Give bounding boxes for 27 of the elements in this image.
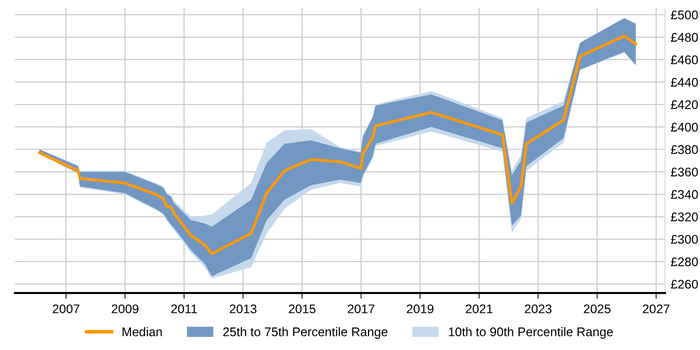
x-tick-label: 2011 [171,304,197,314]
y-tick-label: £360 [670,168,698,176]
x-tick-label: 2023 [524,304,552,314]
x-tick-label: 2007 [52,304,80,314]
y-tick-label: £320 [670,212,698,222]
x-tick-label: 2021 [466,304,492,314]
x-tick-label: 2019 [406,304,434,314]
x-tick-label: 2015 [288,304,316,314]
legend-label: 10th to 90th Percentile Range [448,327,613,339]
y-tick-label: £260 [670,280,698,289]
y-tick-label: £500 [670,10,698,20]
y-tick-label: £460 [670,55,698,64]
legend-label: 25th to 75th Percentile Range [223,327,388,339]
x-tick-label: 2017 [348,304,374,314]
x-tick-label: 2027 [642,304,670,314]
x-tick-label: 2013 [230,304,256,314]
y-tick-label: £480 [670,32,698,42]
y-tick-label: £400 [670,122,698,132]
y-tick-label: £300 [670,234,698,244]
x-tick-label: 2025 [584,304,611,314]
legend-label: Median [122,327,162,336]
y-tick-label: £380 [670,145,698,154]
x-tick-label: 2009 [112,304,138,314]
y-tick-label: £440 [670,78,698,87]
y-tick-label: £420 [670,100,698,110]
y-tick-label: £280 [670,257,698,266]
y-tick-label: £340 [670,190,698,199]
